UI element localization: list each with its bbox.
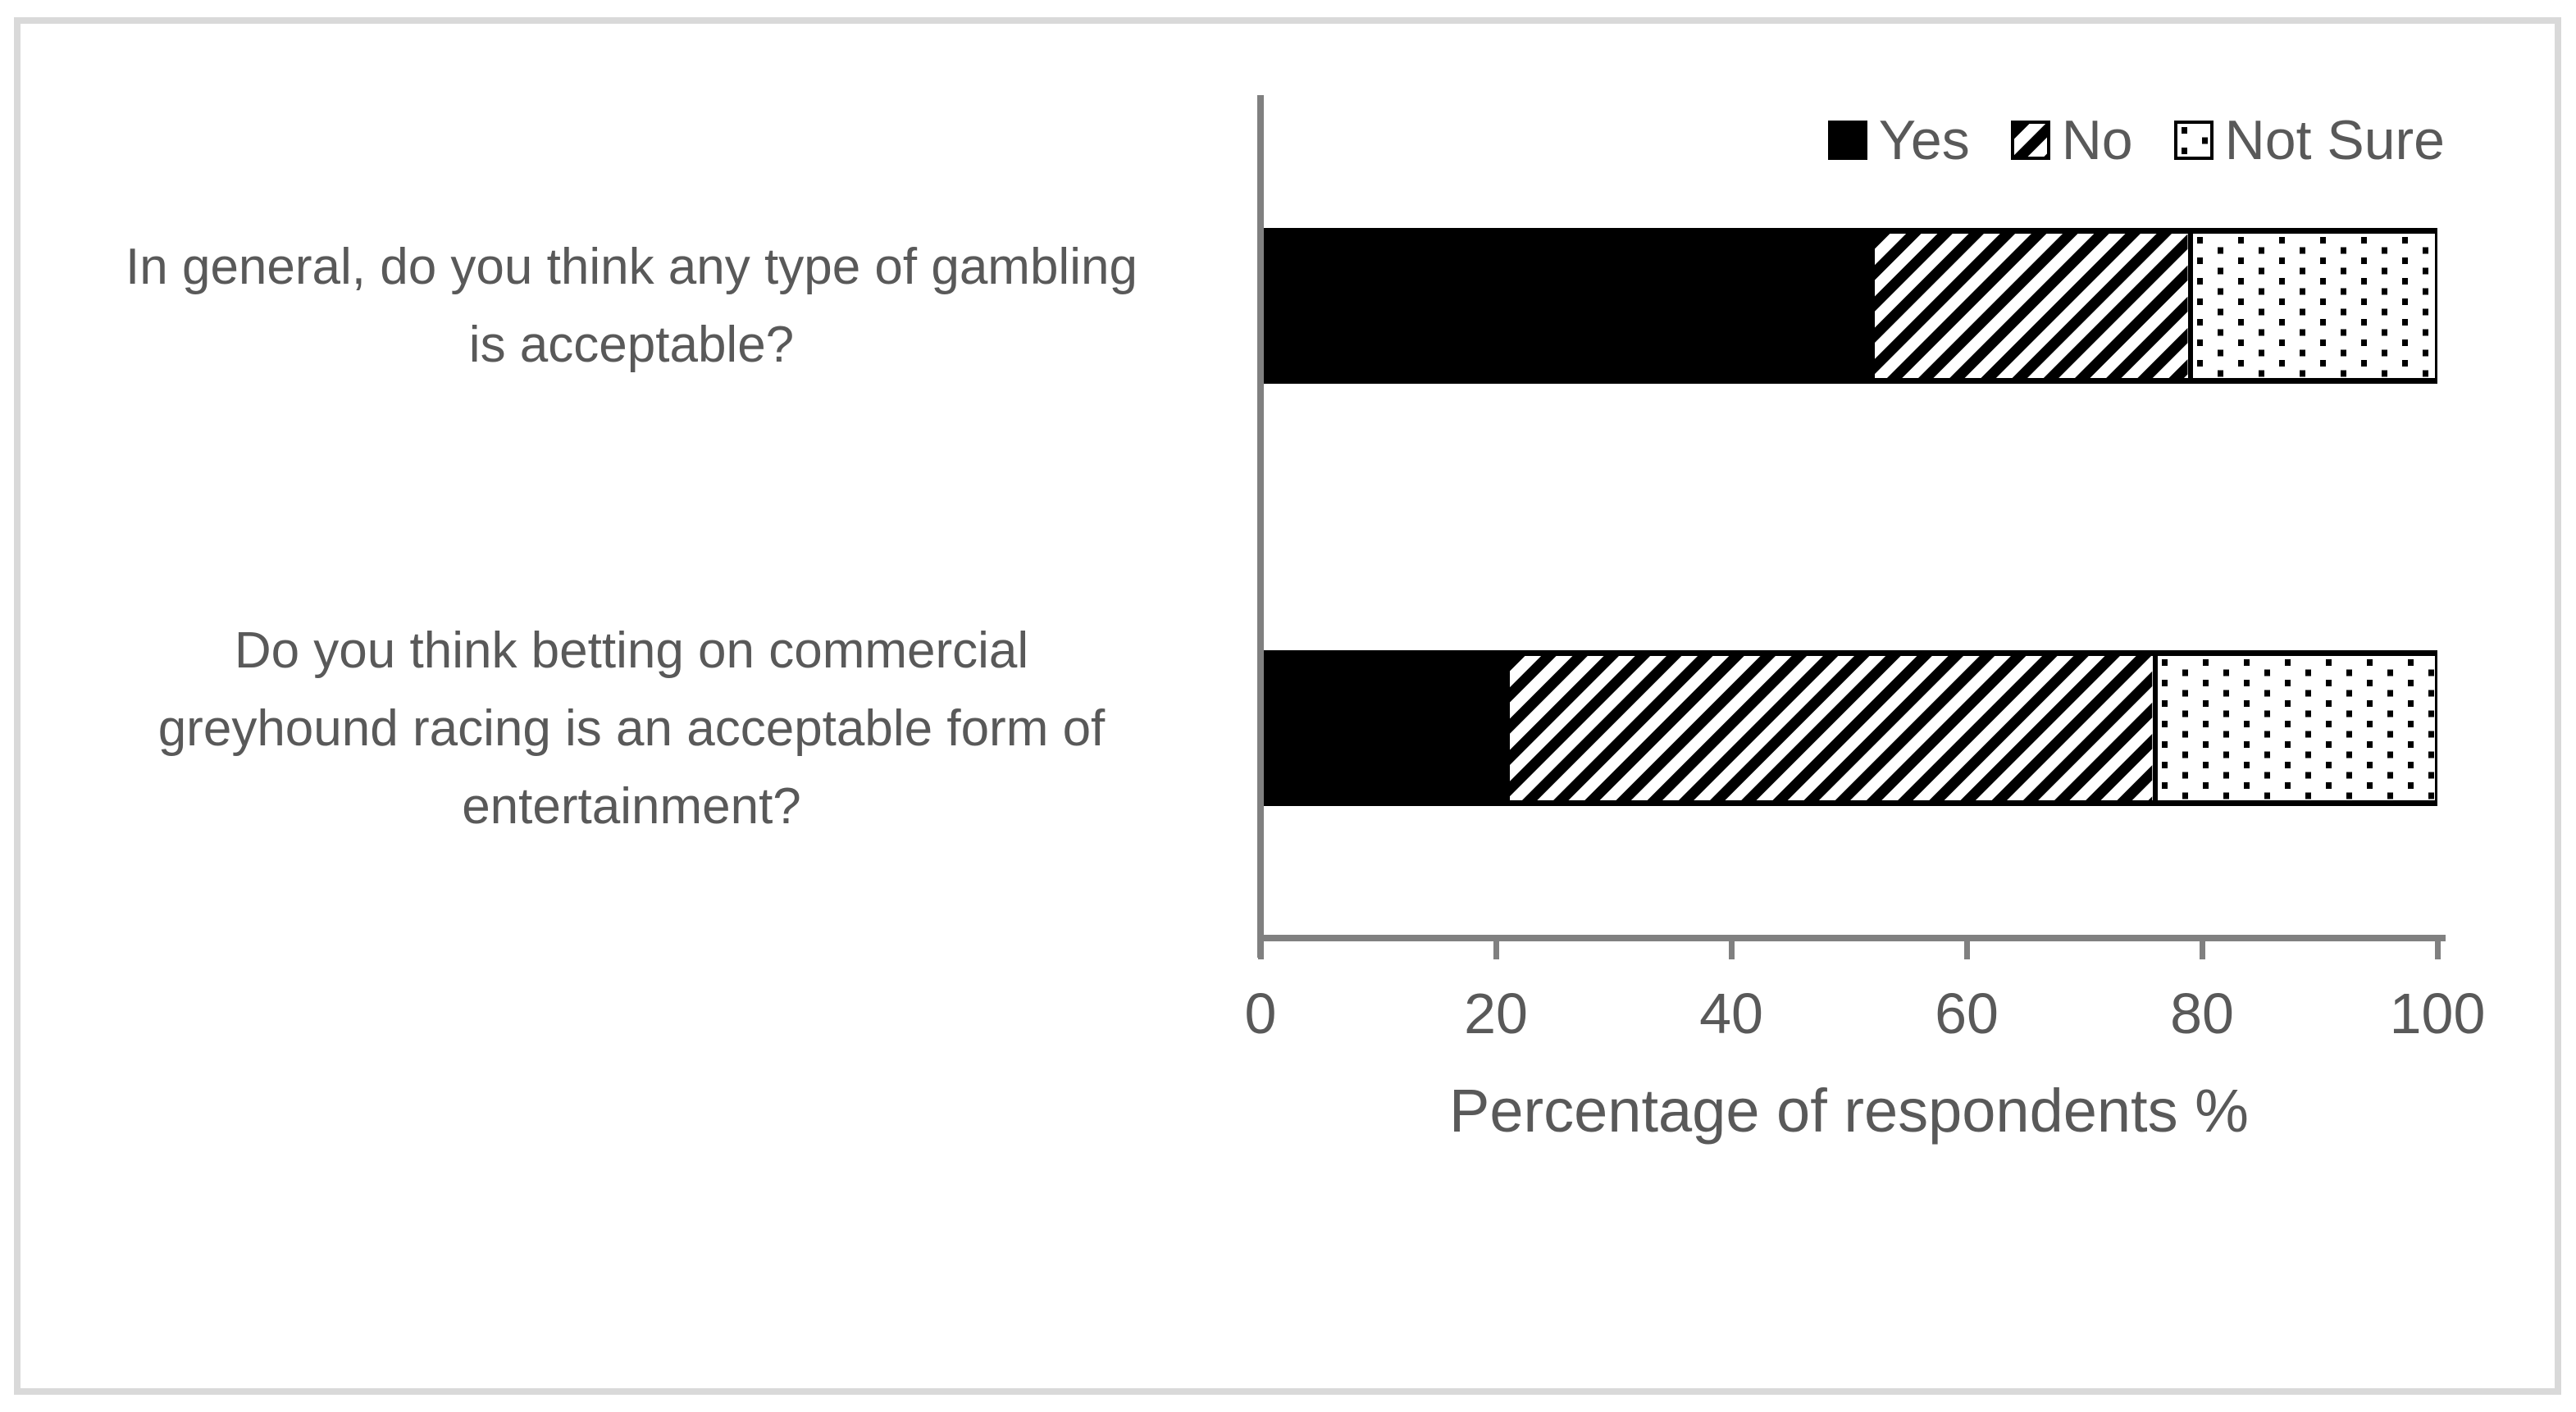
x-axis-tick	[1964, 941, 1970, 959]
x-axis-tick	[1729, 941, 1735, 959]
x-axis-tick	[1493, 941, 1499, 959]
x-axis-tick-label: 0	[1244, 982, 1277, 1045]
x-axis-tick-label: 40	[1699, 982, 1763, 1045]
diagonal-hatch-swatch-icon	[2010, 121, 2050, 160]
solid-swatch-icon	[1827, 121, 1867, 160]
bar-segment-not-sure	[2190, 228, 2437, 384]
dotted-swatch-icon	[2173, 121, 2214, 160]
bar-row	[1261, 228, 2437, 384]
x-axis-tick-label: 60	[1935, 982, 1999, 1045]
x-axis-title: Percentage of respondents %	[1449, 1077, 2249, 1145]
bar-segment-no	[1872, 228, 2191, 384]
bar-segment-yes	[1261, 650, 1508, 806]
x-axis-tick	[2435, 941, 2441, 959]
legend-label: Not Sure	[2224, 109, 2445, 171]
x-axis-tick	[1258, 941, 1264, 959]
bar-segment-not-sure	[2154, 650, 2437, 806]
x-axis-tick	[2200, 941, 2205, 959]
x-axis-tick-label: 100	[2389, 982, 2486, 1045]
x-axis-line	[1257, 935, 2446, 941]
x-axis-tick-label: 80	[2170, 982, 2234, 1045]
legend-item-no: No	[2010, 108, 2133, 172]
legend-item-yes: Yes	[1827, 108, 1970, 172]
legend-item-not-sure: Not Sure	[2173, 108, 2445, 172]
legend-label: No	[2061, 109, 2133, 171]
legend-label: Yes	[1878, 109, 1970, 171]
y-axis-line	[1257, 95, 1264, 958]
x-axis-tick-label: 20	[1464, 982, 1528, 1045]
bar-row	[1261, 650, 2437, 806]
bar-segment-no	[1507, 650, 2155, 806]
bar-segment-yes	[1261, 228, 1873, 384]
category-label: Do you think betting on commercial greyho…	[157, 622, 1106, 835]
category-label: In general, do you think any type of gam…	[125, 239, 1138, 373]
legend: Yes No Not Sure	[1827, 108, 2445, 172]
